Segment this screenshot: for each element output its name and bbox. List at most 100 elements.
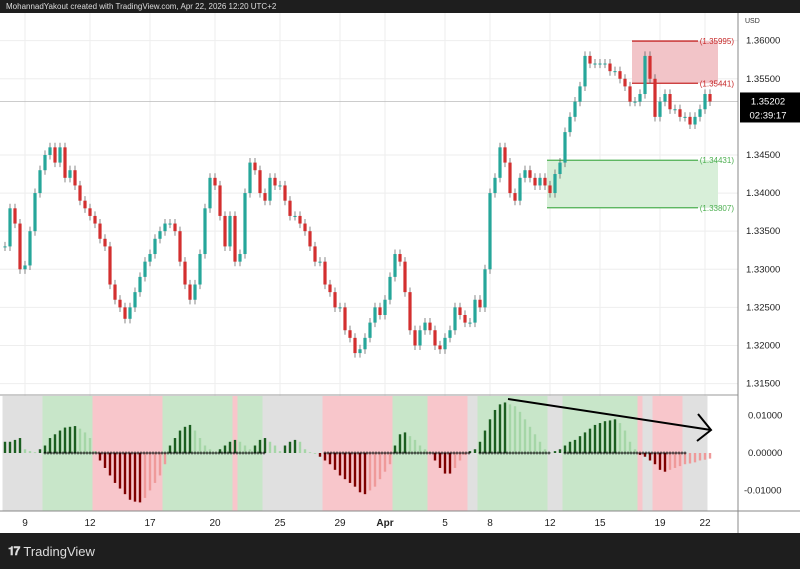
cross-marker [538,451,542,455]
candle [163,218,167,236]
cross-marker [563,451,567,455]
cross-marker [464,451,468,455]
candle-body [28,231,32,266]
cross-marker [493,451,497,455]
price-tick: 1.36000 [746,36,780,47]
candle-body [523,170,527,178]
cross-marker [443,451,447,455]
histogram-bar [48,438,52,453]
cross-marker [91,451,95,455]
cross-marker [490,451,494,455]
cross-marker [617,451,621,455]
candle-body [303,223,307,232]
histogram-bar [33,452,37,454]
candle [448,325,452,343]
cross-marker [127,451,131,455]
candle-body [408,292,412,331]
candle-body [608,63,612,72]
candle-body [613,71,617,73]
time-tick: 15 [594,518,606,529]
cross-marker [572,451,576,455]
candle [498,142,502,183]
candle-body [368,322,372,338]
candle-body [463,314,467,323]
candle-body [648,55,652,79]
cross-marker [416,451,420,455]
candle-body [3,246,7,248]
candle-body [148,254,152,262]
candle [378,302,382,320]
candle-body [518,177,522,201]
histogram-bar [163,453,167,465]
cross-marker [404,451,408,455]
histogram-bar [448,453,452,474]
cross-marker [437,451,441,455]
cross-marker [449,451,453,455]
histogram-bar [323,453,327,461]
cross-marker [326,451,330,455]
candle-body [333,292,337,308]
cross-marker [118,451,122,455]
histogram-bar [483,430,487,453]
cross-marker [635,451,639,455]
cross-marker [523,451,527,455]
cross-marker [544,451,548,455]
histogram-bar [338,453,342,476]
oscillator-zone-gray [262,396,323,511]
candle [563,127,567,168]
candle-body [433,330,437,346]
candle-body [533,177,537,186]
cross-marker [112,451,116,455]
candle [248,158,252,198]
cross-marker [422,451,426,455]
cross-marker [220,451,224,455]
cross-marker [584,451,588,455]
cross-marker [184,451,188,455]
histogram-bar [253,445,257,453]
candle [83,196,87,213]
cross-marker [677,451,681,455]
candle-body [698,109,702,117]
histogram-bar [53,434,57,453]
candle-body [503,147,507,163]
cross-marker [347,451,351,455]
candle-body [273,177,277,186]
histogram-bar [533,434,537,453]
candle-body [618,71,622,79]
chart-panel[interactable]: (1.35995) (1.35441) (1.34431) (1.33807) USD 1… [0,13,800,533]
candle [708,89,712,107]
histogram-bar [68,426,72,453]
time-tick: 25 [274,518,286,529]
histogram-bar [623,430,627,453]
candle-body [703,94,707,110]
cross-marker [608,451,612,455]
candle-body [183,261,187,285]
candle-body [288,200,292,216]
histogram-bar [308,452,312,454]
price-chart[interactable]: (1.35995) (1.35441) (1.34431) (1.33807) USD 1… [0,13,800,533]
candle [128,302,132,324]
candle-body [383,299,387,315]
cross-marker [166,451,170,455]
candle [638,89,642,107]
candle-body [98,223,102,239]
price-tick: 1.32500 [746,302,780,313]
cross-marker [407,451,411,455]
candle [338,302,342,312]
candle-body [318,261,322,263]
cross-marker [659,451,663,455]
candle [318,257,322,267]
cross-marker [238,451,242,455]
histogram-bar [268,441,272,453]
candle [273,173,277,191]
candle [528,165,532,183]
candle [428,318,432,335]
candle [313,241,317,267]
cross-marker [401,451,405,455]
histogram-bar [393,445,397,453]
candle-body [218,185,222,216]
candle-body [363,337,367,350]
candle-body [133,292,137,308]
candle [233,211,237,267]
histogram-bar [333,453,337,470]
